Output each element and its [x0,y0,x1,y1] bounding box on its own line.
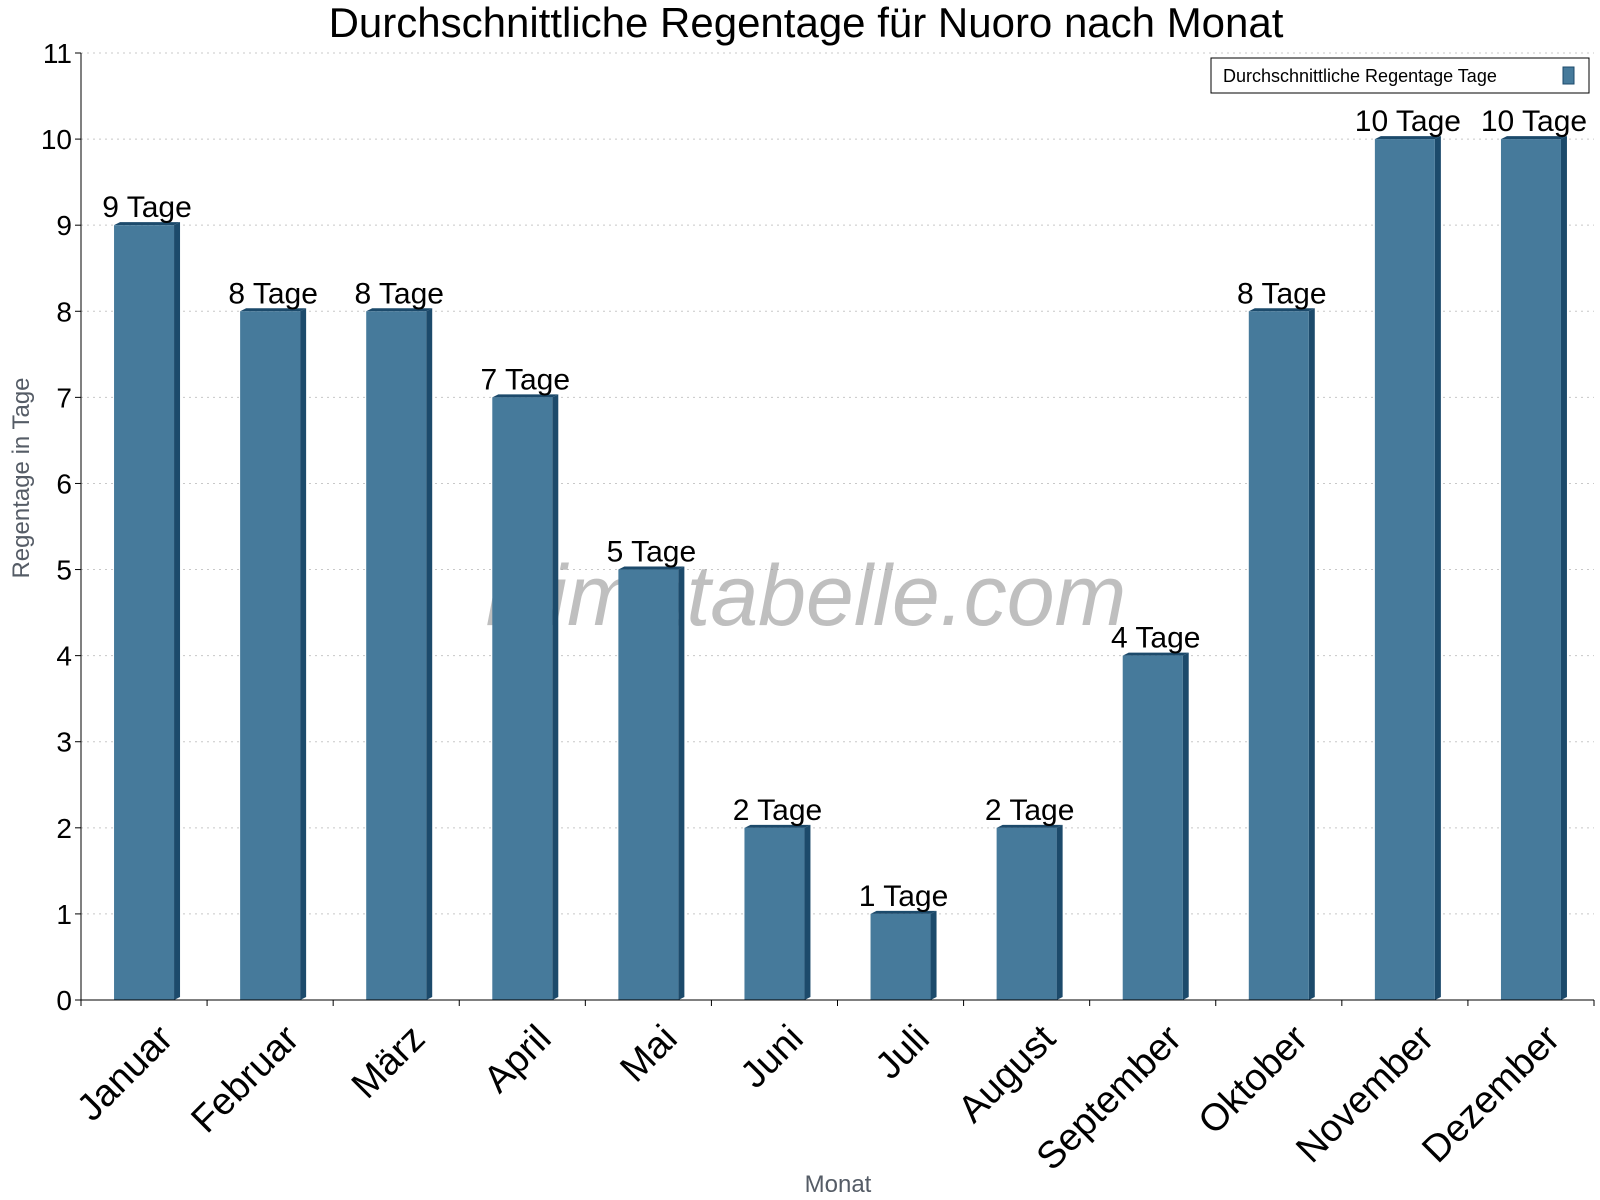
bars [114,136,1567,1001]
bar [870,913,931,1000]
bar [1248,311,1309,1001]
y-tick-label: 6 [56,468,72,499]
y-ticks: 0 1 2 3 4 5 6 7 8 9 10 11 [41,38,81,1016]
bar-top [1122,652,1189,656]
bar [618,569,679,1000]
bar-top [1374,136,1441,140]
bar-side [804,824,811,1000]
data-label: 7 Tage [481,363,571,396]
axes [80,53,1594,1001]
x-tick-label: Oktober [1191,1017,1317,1143]
x-tick-label: August [950,1017,1064,1131]
data-label: 10 Tage [1355,105,1461,138]
x-tick-label: März [344,1017,433,1106]
bar-side [300,308,307,1001]
x-tick-label: November [1288,1017,1442,1171]
y-axis-label: Regentage in Tage [8,377,35,578]
data-label: 8 Tage [1237,277,1327,310]
legend: Durchschnittliche Regentage Tage [1210,57,1590,94]
y-tick-label: 4 [56,641,72,672]
bar-side [552,394,559,1000]
data-label: 1 Tage [859,880,949,913]
y-tick-label: 0 [56,985,72,1016]
y-tick-label: 7 [56,382,72,413]
bar-side [678,566,685,1000]
bar [240,311,301,1001]
data-label: 8 Tage [354,277,444,310]
x-tick-label: Januar [69,1017,181,1129]
bar-top [240,308,307,312]
data-label: 10 Tage [1481,105,1587,138]
data-label: 4 Tage [1111,622,1201,655]
y-tick-label: 3 [56,727,72,758]
bar-top [492,394,559,398]
y-tick-label: 9 [56,210,72,241]
bar-top [870,910,937,914]
bar [996,827,1057,1000]
bar-top [366,308,433,312]
y-tick-label: 8 [56,296,72,327]
x-tick-label: April [476,1017,559,1100]
bar-top [618,566,685,570]
y-tick-label: 10 [41,124,72,155]
grid-lines [81,52,1594,915]
bar-side [1056,824,1063,1000]
y-tick-label: 5 [56,555,72,586]
x-tick-label: Juli [868,1017,938,1087]
bar-side [1434,136,1441,1000]
data-label: 9 Tage [102,191,192,224]
y-tick-label: 11 [43,38,72,69]
bar [114,225,175,1000]
bar-top [114,222,181,226]
x-tick-label: Dezember [1414,1017,1568,1171]
bar-side [1182,652,1189,1000]
bar [1374,139,1435,1000]
bar-top [1248,308,1315,312]
x-ticks: Januar Februar März April Mai Juni Juli AugustS… [69,1000,1595,1179]
bar-side [930,910,937,1000]
watermark: klimatabelle.com [486,548,1126,644]
data-label: 2 Tage [733,794,823,827]
bar-side [426,308,433,1001]
data-labels: 9 Tage 8 Tage 8 Tage 7 Tage 5 Tage 2 Tage 1 Ta… [102,105,1587,913]
data-label: 2 Tage [985,794,1075,827]
bar-top [996,824,1063,828]
bar-side [174,222,181,1000]
y-tick-label: 2 [56,813,72,844]
x-tick-label: Februar [184,1017,308,1141]
y-tick-label: 1 [56,899,72,930]
data-label: 8 Tage [228,277,318,310]
x-tick-label: Mai [613,1017,686,1090]
bar-side [1308,308,1315,1001]
x-tick-label: Juni [733,1017,812,1096]
bar-top [744,824,811,828]
bar-side [1560,136,1567,1000]
legend-box [1210,57,1590,94]
bar [492,397,553,1000]
bar [366,311,427,1001]
bar [1500,139,1561,1000]
chart-title: Durchschnittliche Regentage für Nuoro na… [329,0,1284,46]
x-axis-label: Monat [805,1171,872,1198]
data-label: 5 Tage [607,536,697,569]
legend-label: Durchschnittliche Regentage Tage [1223,66,1497,86]
bar [744,827,805,1000]
bar-top [1500,136,1567,140]
legend-swatch [1562,66,1575,85]
bar [1122,655,1183,1000]
